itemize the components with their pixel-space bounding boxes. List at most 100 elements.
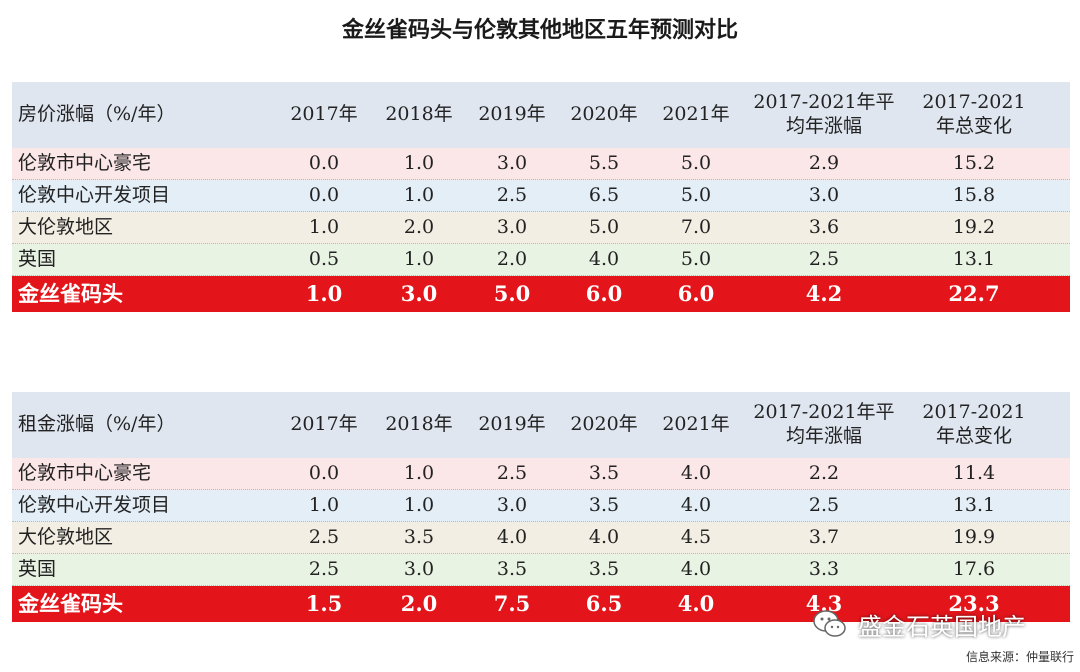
row-value: 1.0 [308,215,340,238]
row-value: 3.0 [403,557,435,580]
row-label: 金丝雀码头 [18,590,123,616]
row-value: 4.0 [677,590,715,616]
table-header: 租金涨幅（%/年） 2017年 2018年 2019年 2020年 2021年 2017-2… [12,392,1070,458]
row-value: 1.0 [308,493,340,516]
row-value: 5.0 [493,280,531,306]
row-label: 英国 [18,247,57,270]
row-value: 4.0 [680,461,712,484]
table-row: 金丝雀码头 1.0 3.0 5.0 6.0 6.0 4.2 22.7 [12,276,1070,312]
row-value: 3.0 [496,215,528,238]
row-value: 7.5 [493,590,531,616]
header-total: 2017-2021年总变化 [922,91,1026,137]
row-value: 3.5 [588,493,620,516]
header-year: 2019年 [478,413,546,436]
row-total: 17.6 [952,557,996,580]
row-value: 1.0 [403,493,435,516]
page-title: 金丝雀码头与伦敦其他地区五年预测对比 [341,17,738,43]
row-value: 4.5 [680,525,712,548]
row-value: 5.0 [588,215,620,238]
header-year: 2019年 [478,103,546,126]
wechat-icon [813,610,846,637]
header-year: 2018年 [385,103,453,126]
row-value: 5.0 [680,247,712,270]
row-value: 7.0 [680,215,712,238]
header-avg: 2017-2021年平均年涨幅 [753,91,895,137]
table-row: 伦敦中心开发项目 0.0 1.0 2.5 6.5 5.0 3.0 15.8 [12,180,1070,212]
header-year: 2020年 [570,413,638,436]
table-row: 大伦敦地区 2.5 3.5 4.0 4.0 4.5 3.7 19.9 [12,522,1070,554]
row-value: 0.0 [308,151,340,174]
row-value: 0.0 [308,461,340,484]
row-value: 2.5 [496,183,528,206]
row-avg: 2.5 [808,493,840,516]
row-label: 金丝雀码头 [18,280,123,306]
row-avg: 4.2 [805,280,843,306]
watermark: 盛金石英国地产 [810,604,1026,644]
header-label: 租金涨幅（%/年） [18,413,176,436]
table: 租金涨幅（%/年） 2017年 2018年 2019年 2020年 2021年 2017-2… [12,392,1070,622]
row-value: 1.0 [403,461,435,484]
row-label: 伦敦市中心豪宅 [18,151,152,174]
row-value: 2.0 [403,215,435,238]
row-value: 4.0 [496,525,528,548]
row-total: 13.1 [952,247,996,270]
header-label: 房价涨幅（%/年） [18,103,176,126]
row-value: 3.5 [588,557,620,580]
row-label: 大伦敦地区 [18,215,114,238]
row-value: 2.0 [496,247,528,270]
table-row: 英国 0.5 1.0 2.0 4.0 5.0 2.5 13.1 [12,244,1070,276]
row-label: 伦敦中心开发项目 [18,493,171,516]
row-total: 23.3 [948,590,1000,616]
row-value: 1.5 [305,590,343,616]
row-total: 13.1 [952,493,996,516]
row-value: 1.0 [403,247,435,270]
row-avg: 2.5 [808,247,840,270]
header-year: 2020年 [570,103,638,126]
row-label: 伦敦中心开发项目 [18,183,171,206]
row-value: 6.0 [585,280,623,306]
source-note: 信息来源：仲量联行 [965,650,1074,664]
row-label: 伦敦市中心豪宅 [18,461,152,484]
row-value: 3.5 [496,557,528,580]
row-value: 3.5 [588,461,620,484]
table-header: 房价涨幅（%/年） 2017年 2018年 2019年 2020年 2021年 2017-2… [12,82,1070,148]
row-value: 2.5 [308,525,340,548]
row-value: 6.5 [588,183,620,206]
row-avg: 2.9 [808,151,840,174]
row-total: 11.4 [952,461,996,484]
row-avg: 3.3 [808,557,840,580]
table-row: 伦敦市中心豪宅 0.0 1.0 2.5 3.5 4.0 2.2 11.4 [12,458,1070,490]
row-value: 5.5 [588,151,620,174]
header-avg: 2017-2021年平均年涨幅 [753,401,895,447]
row-value: 4.0 [588,525,620,548]
header-year: 2021年 [662,103,730,126]
row-value: 1.0 [403,183,435,206]
row-value: 1.0 [305,280,343,306]
row-value: 3.0 [496,151,528,174]
row-value: 2.5 [496,461,528,484]
header-year: 2021年 [662,413,730,436]
row-value: 0.0 [308,183,340,206]
row-value: 6.0 [677,280,715,306]
row-value: 3.5 [403,525,435,548]
row-avg: 3.7 [808,525,840,548]
row-avg: 3.6 [808,215,840,238]
table: 房价涨幅（%/年） 2017年 2018年 2019年 2020年 2021年 2017-2… [12,82,1070,312]
table-row: 英国 2.5 3.0 3.5 3.5 4.0 3.3 17.6 [12,554,1070,586]
row-value: 1.0 [403,151,435,174]
row-total: 22.7 [948,280,1000,306]
row-avg: 2.2 [808,461,840,484]
row-label: 英国 [18,557,57,580]
row-value: 5.0 [680,183,712,206]
row-avg: 3.0 [808,183,840,206]
row-value: 2.0 [400,590,438,616]
row-value: 0.5 [308,247,340,270]
row-value: 4.0 [588,247,620,270]
row-total: 15.2 [952,151,996,174]
row-value: 4.0 [680,493,712,516]
table-row: 大伦敦地区 1.0 2.0 3.0 5.0 7.0 3.6 19.2 [12,212,1070,244]
row-value: 2.5 [308,557,340,580]
watermark-text: 盛金石英国地产 [858,612,1026,641]
header-year: 2017年 [290,413,358,436]
row-value: 6.5 [585,590,623,616]
